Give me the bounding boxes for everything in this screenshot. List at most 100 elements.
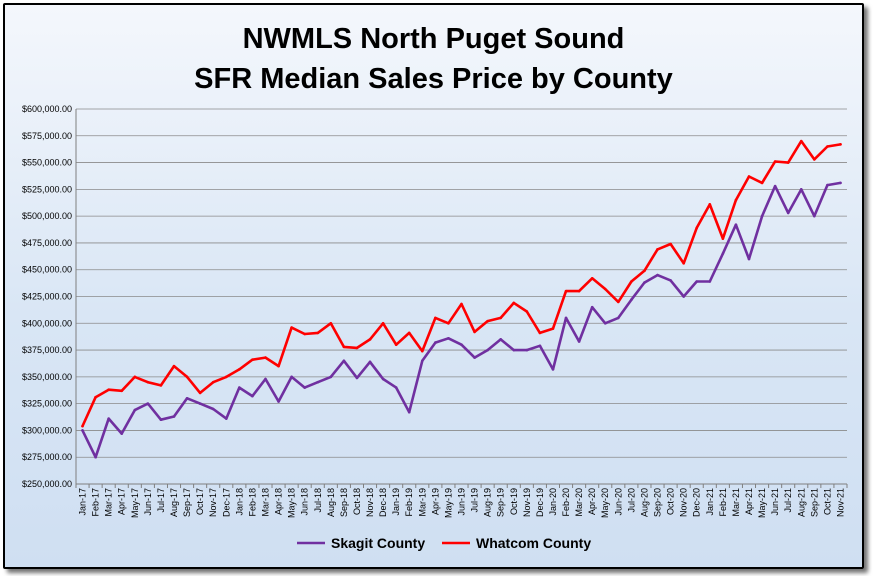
data-point [329,375,333,379]
x-tick-label: Dec-19 [535,488,545,517]
x-tick-label: Nov-18 [365,488,375,517]
x-tick-label: May-21 [757,488,767,518]
y-tick-label: $425,000.00 [22,292,72,302]
x-tick-label: Jun-18 [300,488,310,516]
y-tick-label: $400,000.00 [22,318,72,328]
data-point [133,375,137,379]
data-point [460,302,463,306]
x-tick-label: Feb-20 [561,488,571,517]
data-point [760,214,764,218]
data-point [747,175,751,178]
data-point [185,396,189,400]
legend-label: Skagit County [331,535,425,551]
y-tick-label: $450,000.00 [22,265,72,275]
data-point [486,319,489,323]
x-tick-label: Jan-19 [391,488,401,516]
y-tick-label: $250,000.00 [22,479,72,489]
data-point [81,424,84,428]
data-point [277,364,280,368]
data-point [708,203,712,206]
x-tick-label: Apr-17 [117,488,127,515]
data-point [251,358,254,362]
data-point [224,375,228,379]
data-point [355,346,359,350]
x-tick-label: Feb-17 [91,488,101,517]
x-tick-label: Nov-19 [522,488,532,517]
data-point [695,226,699,230]
line-chart: $250,000.00 $275,000.00 $300,000.00 $325,00… [22,104,848,551]
data-point [786,161,790,164]
data-point [146,380,150,384]
data-point [682,261,685,265]
data-point [460,343,463,347]
x-tick-label: Jun-21 [770,488,780,516]
data-point [813,158,816,161]
x-tick-label: Oct-18 [352,488,362,515]
x-tick-label: Jul-19 [470,488,480,513]
data-point [381,377,385,381]
data-point [172,415,176,418]
x-tick-label: Oct-20 [666,488,676,515]
x-tick-label: Jul-18 [313,488,323,513]
data-point [473,330,476,334]
x-tick-label: May-19 [443,488,453,518]
data-point [721,237,725,240]
x-tick-label: Sep-20 [653,488,663,517]
x-tick-label: Mar-19 [417,488,427,517]
x-tick-label: Feb-21 [718,488,728,517]
data-point [760,181,764,185]
data-point [120,389,124,393]
data-point [146,402,150,405]
x-tick-label: Mar-17 [104,488,114,517]
data-point [290,326,293,329]
x-tick-label: Apr-19 [430,488,440,515]
data-point [564,289,568,293]
chart-subtitle: SFR Median Sales Price by County [194,63,673,95]
data-point [159,384,163,387]
x-tick-label: Jan-18 [234,488,244,516]
data-point [773,160,777,163]
data-point [251,394,254,398]
data-point [656,248,659,251]
data-point [734,223,738,227]
x-tick-label: Jan-21 [705,488,715,516]
x-tick-label: Nov-21 [835,488,845,517]
data-point [420,349,424,353]
data-point [172,364,176,368]
x-tick-label: Feb-19 [404,488,414,517]
data-point [447,321,450,325]
x-tick-label: Jan-17 [78,488,88,516]
y-tick-label: $350,000.00 [22,372,72,382]
data-point [342,359,346,363]
data-point [669,279,672,282]
data-point [669,242,672,246]
series-line-whatcom-county [81,139,842,428]
data-point [551,327,555,330]
data-point [381,321,385,325]
data-point [407,331,411,335]
data-point [813,214,816,218]
data-point [107,388,110,392]
data-point [773,184,777,188]
y-tick-label: $525,000.00 [22,184,72,194]
data-point [656,273,659,277]
data-point [538,331,542,335]
x-tick-label: Mar-20 [574,488,584,517]
chart-frame: NWMLS North Puget Sound SFR Median Sales… [3,3,864,569]
data-point [81,429,84,432]
data-point [512,301,516,305]
data-point [826,145,829,148]
data-point [630,298,633,302]
x-tick-label: Aug-17 [169,488,179,517]
x-tick-label: Aug-20 [639,488,649,517]
x-tick-label: Apr-21 [744,488,754,515]
x-tick-label: Mar-18 [260,488,270,517]
x-tick-label: Sep-18 [339,488,349,517]
data-point [224,417,228,420]
x-tick-label: Aug-21 [796,488,806,517]
x-tick-label: Sep-21 [809,488,819,517]
y-tick-label: $600,000.00 [22,104,72,114]
data-point [133,408,137,412]
x-tick-label: Sep-17 [182,488,192,517]
data-point [420,359,424,363]
